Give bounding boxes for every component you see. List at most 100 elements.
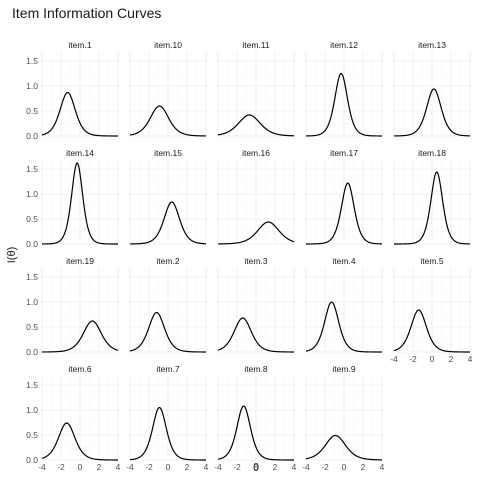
information-curve [217,114,295,137]
x-tick-label: 0 [78,462,83,472]
facet-label: item.11 [242,40,270,50]
information-curve [217,405,294,461]
x-tick-label: 0 [342,462,347,472]
facet-panel: item.12 [305,40,383,137]
information-curve [129,311,206,353]
facet-label: item.5 [420,256,443,266]
information-curve [41,91,118,137]
facet-panel: item.1 0.0 0.5 1.0 1.5 [26,40,119,141]
x-tick-label: -4 [38,462,46,472]
y-axis-label: I(θ) [6,247,18,264]
information-curve [129,201,207,245]
facet-panel: item.2 [129,256,207,353]
y-tick-label: 0.5 [26,106,38,116]
facet-panel: item.3 [217,256,295,353]
x-tick-label: 4 [380,462,385,472]
facet-label: item.10 [154,40,182,50]
x-tick-label: 2 [449,354,454,364]
x-tick-label: -4 [302,462,310,472]
facet-panel: item.17 [305,148,383,245]
facet-label: item.15 [154,148,182,158]
information-curve [305,182,383,245]
information-curve [217,317,294,353]
y-tick-label: 0.0 [26,131,38,141]
x-tick-label: 2 [361,462,366,472]
y-tick-label: 1.5 [26,164,38,174]
x-tick-label: 2 [97,462,102,472]
information-curve [42,320,119,353]
information-curve [42,162,118,245]
y-tick-label: 1.0 [26,189,38,199]
y-tick-label: 0.0 [26,239,38,249]
y-tick-label: 1.5 [26,272,38,282]
information-curve [218,221,295,245]
information-curve [41,422,119,461]
facet-label: item.9 [332,364,355,374]
y-tick-label: 0.5 [26,430,38,440]
x-axis-label: θ [253,462,259,474]
facet-panel: item.5 -4 -2 0 2 4 [390,256,472,364]
information-curve [305,72,382,137]
facet-panel: item.19 0.0 0.5 1.0 1.5 [26,256,119,357]
x-tick-label: 0 [254,462,259,472]
facet-panel: item.10 [129,40,207,137]
y-tick-label: 0.0 [26,455,38,465]
x-tick-label: -4 [214,462,222,472]
facet-label: item.3 [244,256,267,266]
y-tick-label: 1.0 [26,297,38,307]
information-curve [129,406,206,461]
facet-label: item.7 [156,364,179,374]
information-curve [305,434,383,461]
facet-panel: item.15 [129,148,207,245]
x-tick-label: 4 [116,462,121,472]
facet-panel: item.7 -4 -2 0 2 4 [126,364,208,472]
facet-panel: item.11 [217,40,295,137]
y-tick-label: 0.0 [26,347,38,357]
x-tick-label: 4 [204,462,209,472]
facet-panel: item.16 [217,148,295,245]
x-tick-label: 2 [185,462,190,472]
x-tick-label: 0 [166,462,171,472]
facet-label: item.16 [242,148,270,158]
facet-label: item.14 [66,148,94,158]
x-tick-label: -2 [145,462,153,472]
facet-label: item.6 [68,364,91,374]
x-tick-label: -2 [409,354,417,364]
x-tick-label: 4 [292,462,297,472]
information-curve [393,309,470,353]
facet-label: item.18 [418,148,446,158]
facet-label: item.4 [332,256,355,266]
information-curve [394,171,471,245]
y-tick-label: 1.5 [26,56,38,66]
information-curve [305,301,383,353]
y-tick-label: 1.0 [26,81,38,91]
facet-panel: item.9 -4 -2 0 2 4 [302,364,384,472]
facet-label: item.19 [66,256,94,266]
y-tick-label: 1.5 [26,380,38,390]
facet-label: item.8 [244,364,267,374]
y-tick-label: 0.5 [26,214,38,224]
facet-grid: item.1 0.0 0.5 1.0 1.5 item.10 item.11 item.12 i… [26,40,472,472]
facet-label: item.1 [68,40,91,50]
x-tick-label: -2 [321,462,329,472]
information-curve [129,105,207,137]
facet-label: item.2 [156,256,179,266]
facet-panel: item.8 -4 -2 0 2 4 [214,364,296,472]
facet-panel: item.4 [305,256,383,353]
y-tick-label: 1.0 [26,405,38,415]
x-tick-label: 2 [273,462,278,472]
x-tick-label: 4 [468,354,473,364]
chart-title: Item Information Curves [12,5,161,21]
facet-panel: item.6 0.0 0.5 1.0 1.5 -4 -2 0 2 4 [26,364,120,472]
x-tick-label: -4 [390,354,398,364]
facet-panel: item.14 0.0 0.5 1.0 1.5 [26,148,119,249]
facet-panel: item.13 [393,40,471,137]
x-tick-label: -2 [57,462,65,472]
facet-panel: item.18 [393,148,471,245]
y-tick-label: 0.5 [26,322,38,332]
x-tick-label: -4 [126,462,134,472]
facet-label: item.12 [330,40,358,50]
x-tick-label: 0 [430,354,435,364]
information-curve [393,88,471,137]
